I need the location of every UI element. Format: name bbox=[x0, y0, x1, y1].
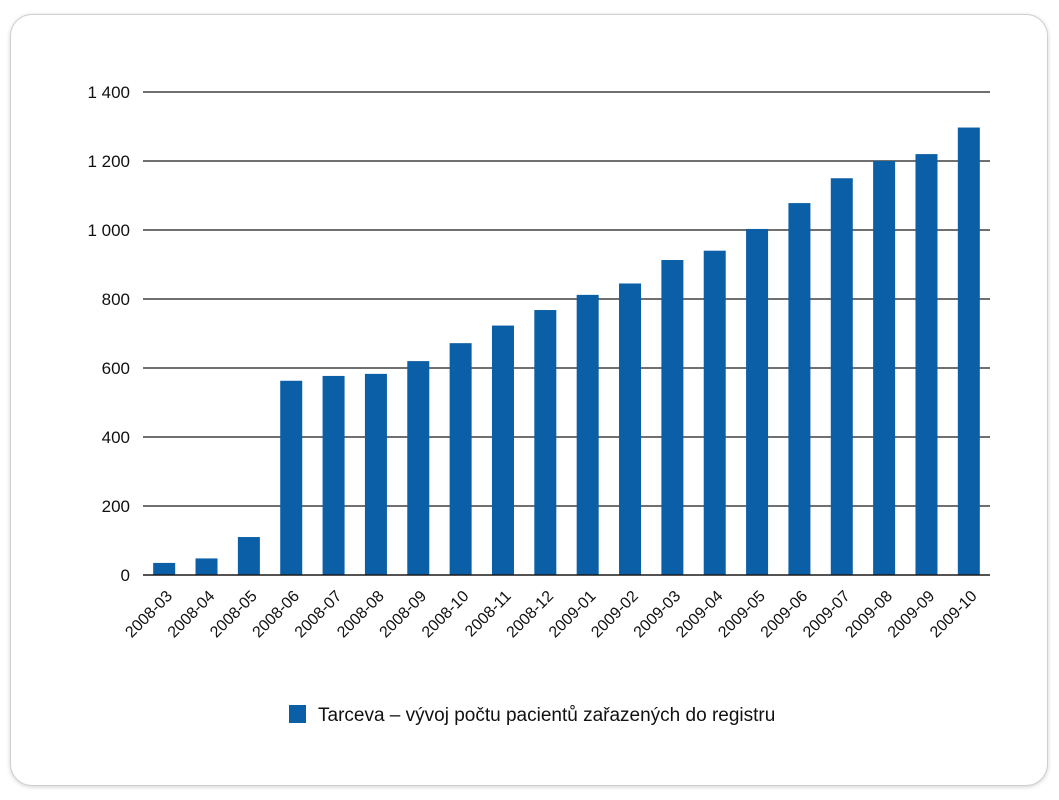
legend-swatch bbox=[289, 705, 306, 723]
bar-2009-08 bbox=[873, 161, 896, 575]
bar-2008-06 bbox=[280, 380, 303, 575]
bar-2008-05 bbox=[237, 537, 260, 575]
y-tick-label: 600 bbox=[102, 359, 130, 378]
y-tick-label: 200 bbox=[102, 497, 130, 516]
bar-2008-12 bbox=[534, 310, 557, 575]
bar-2008-10 bbox=[449, 343, 472, 575]
x-tick-labels: 2008-032008-042008-052008-062008-072008-… bbox=[122, 588, 980, 642]
bar-2008-08 bbox=[364, 373, 387, 575]
bar-2008-07 bbox=[322, 375, 345, 575]
bar-2008-03 bbox=[153, 562, 176, 575]
y-tick-label: 1 400 bbox=[87, 83, 130, 102]
bar-2009-03 bbox=[661, 260, 684, 575]
y-tick-label: 1 200 bbox=[87, 152, 130, 171]
bar-2008-11 bbox=[491, 325, 514, 575]
bar-2009-05 bbox=[746, 228, 769, 575]
bar-2008-04 bbox=[195, 558, 218, 575]
x-tick-label: 2008-10 bbox=[419, 588, 473, 642]
bar-2009-02 bbox=[619, 283, 642, 575]
grid-lines bbox=[143, 91, 990, 507]
bar-2009-09 bbox=[915, 154, 938, 575]
bar-2009-06 bbox=[788, 203, 811, 575]
y-tick-label: 1 000 bbox=[87, 221, 130, 240]
bar-2009-07 bbox=[830, 178, 853, 575]
legend-label: Tarceva – vývoj počtu pacientů zařazenýc… bbox=[318, 705, 775, 726]
y-tick-label: 800 bbox=[102, 290, 130, 309]
bar-2008-09 bbox=[407, 361, 430, 575]
bars bbox=[153, 127, 980, 575]
bar-2009-01 bbox=[576, 294, 599, 575]
legend: Tarceva – vývoj počtu pacientů zařazenýc… bbox=[289, 705, 775, 726]
x-tick-label: 2009-10 bbox=[927, 588, 981, 642]
y-tick-labels: 0 200 400 600 800 1 000 1 200 1 400 bbox=[87, 83, 130, 585]
bar-2009-10 bbox=[957, 127, 980, 575]
y-tick-label: 0 bbox=[121, 566, 130, 585]
bar-2009-04 bbox=[703, 250, 726, 575]
y-tick-label: 400 bbox=[102, 428, 130, 447]
